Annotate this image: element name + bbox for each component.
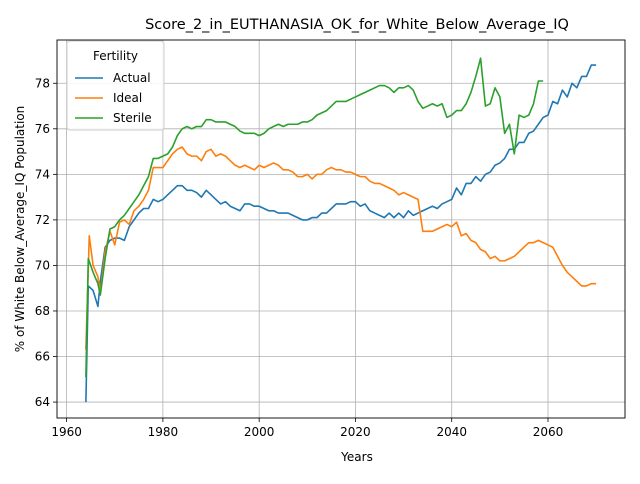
- x-tick-label: 2000: [244, 425, 275, 439]
- y-tick-label: 66: [35, 350, 50, 364]
- gridlines: [57, 40, 625, 418]
- series-line-ideal: [85, 146, 597, 350]
- y-tick-label: 78: [35, 76, 50, 90]
- legend: Fertility Actual Ideal Sterile: [66, 40, 165, 131]
- x-tick-label: 1980: [148, 425, 179, 439]
- y-axis-label: % of White Below_Average_IQ Population: [13, 106, 27, 353]
- y-tick-label: 64: [35, 395, 50, 409]
- y-tick-label: 72: [35, 213, 50, 227]
- legend-label-ideal: Ideal: [113, 91, 142, 105]
- x-axis-label: Years: [340, 450, 373, 464]
- series-line-sterile: [85, 57, 544, 378]
- legend-box: [66, 40, 165, 131]
- y-tick-label: 68: [35, 304, 50, 318]
- y-tick-label: 76: [35, 122, 50, 136]
- legend-title: Fertility: [93, 49, 138, 63]
- chart-title: Score_2_in_EUTHANASIA_OK_for_White_Below…: [145, 17, 569, 33]
- legend-label-sterile: Sterile: [113, 111, 152, 125]
- series-line-actual: [85, 64, 597, 403]
- x-tick-label: 2060: [533, 425, 564, 439]
- y-tick-label: 70: [35, 258, 50, 272]
- axes: 1960 1980 2000 2020 2040 2060 64 66 68 70 72 74 76 78: [35, 76, 564, 439]
- y-tick-label: 74: [35, 167, 50, 181]
- x-tick-label: 2040: [436, 425, 467, 439]
- series-lines: [85, 57, 597, 403]
- plot-frame: [56, 39, 626, 419]
- x-tick-label: 2020: [340, 425, 371, 439]
- x-tick-label: 1960: [51, 425, 82, 439]
- legend-label-actual: Actual: [113, 71, 151, 85]
